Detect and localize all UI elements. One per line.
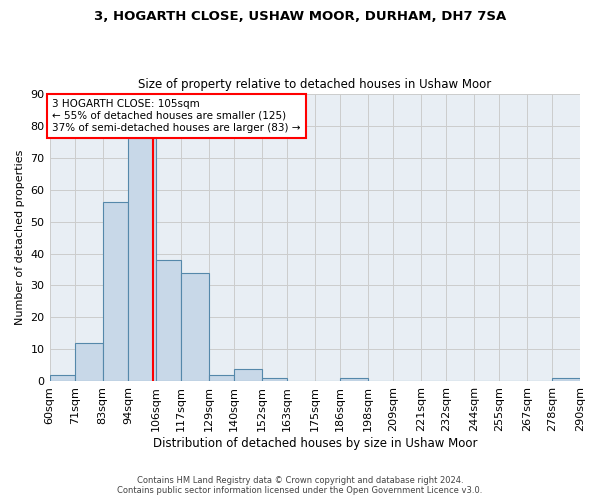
Bar — [50, 375, 75, 382]
Y-axis label: Number of detached properties: Number of detached properties — [15, 150, 25, 325]
Bar — [75, 343, 103, 382]
X-axis label: Distribution of detached houses by size in Ushaw Moor: Distribution of detached houses by size … — [152, 437, 477, 450]
Bar — [103, 202, 128, 382]
Bar — [181, 272, 209, 382]
Text: 3, HOGARTH CLOSE, USHAW MOOR, DURHAM, DH7 7SA: 3, HOGARTH CLOSE, USHAW MOOR, DURHAM, DH… — [94, 10, 506, 23]
Title: Size of property relative to detached houses in Ushaw Moor: Size of property relative to detached ho… — [138, 78, 491, 91]
Text: 3 HOGARTH CLOSE: 105sqm
← 55% of detached houses are smaller (125)
37% of semi-d: 3 HOGARTH CLOSE: 105sqm ← 55% of detache… — [52, 100, 301, 132]
Bar — [209, 375, 234, 382]
Bar — [234, 368, 262, 382]
Text: Contains HM Land Registry data © Crown copyright and database right 2024.
Contai: Contains HM Land Registry data © Crown c… — [118, 476, 482, 495]
Bar — [262, 378, 287, 382]
Bar — [128, 138, 155, 382]
Bar — [553, 378, 580, 382]
Bar — [340, 378, 368, 382]
Bar — [155, 260, 181, 382]
